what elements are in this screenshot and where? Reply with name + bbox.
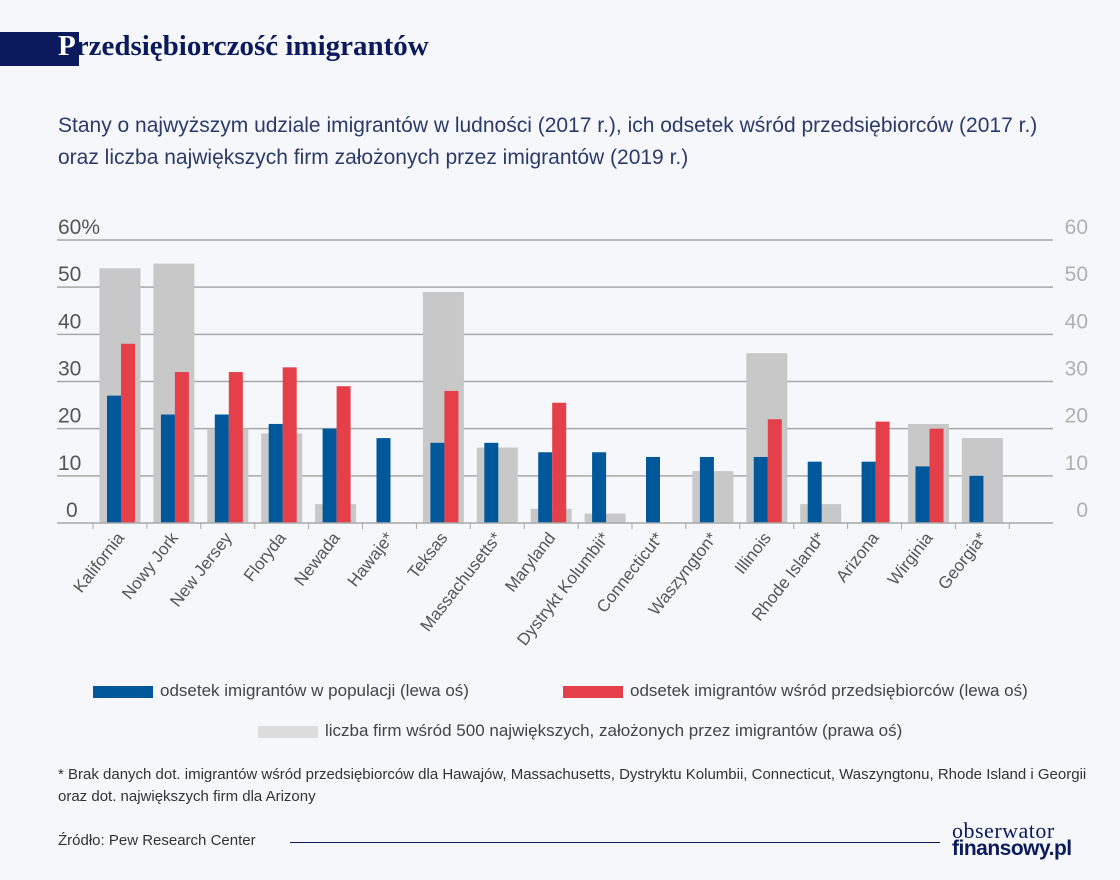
bar-entrepreneurs	[444, 390, 459, 523]
left-axis-tick-label: 60%	[58, 216, 100, 239]
right-axis-tick-label: 10	[1065, 452, 1088, 475]
title-rest: rzedsiębiorczość imigrantów	[75, 30, 429, 62]
title-first-letter: P	[58, 30, 76, 62]
x-axis-category-label: Dystrykt Kolumbii*	[513, 528, 613, 649]
bar-population	[915, 466, 930, 523]
bar-population	[214, 414, 229, 523]
legend-swatch-population	[93, 686, 153, 698]
bar-population	[753, 456, 768, 523]
subtitle: Stany o najwyższym udziale imigrantów w …	[58, 114, 1038, 169]
left-axis-tick-label: 50	[58, 263, 81, 286]
bar-entrepreneurs	[282, 367, 297, 523]
bar-population	[107, 395, 121, 523]
x-axis-category-label: Newada	[290, 528, 344, 589]
divider	[290, 842, 940, 843]
page-title: Przedsiębiorczość imigrantów	[58, 30, 429, 63]
bar-population	[376, 438, 391, 523]
bar-entrepreneurs	[336, 386, 351, 523]
x-axis-category-label: Kalifornia	[70, 528, 129, 596]
legend-label-population: odsetek imigrantów w populacji (lewa oś)	[160, 681, 469, 700]
x-axis-category-label: Illinois	[731, 529, 775, 578]
x-axis-category-label: Georgia*	[934, 528, 991, 593]
bar-entrepreneurs	[121, 343, 135, 523]
bar-population	[484, 442, 499, 523]
legend-swatch-entrepreneurs	[563, 686, 623, 698]
title-accent-block	[0, 32, 79, 66]
x-axis-category-label: Floryda	[240, 528, 290, 585]
logo: obserwator finansowy.pl	[952, 818, 1072, 860]
right-axis-tick-label: 0	[1076, 499, 1088, 522]
x-axis-category-label: Hawaje*	[344, 528, 398, 590]
left-axis-tick-label: 40	[58, 310, 81, 333]
bar-entrepreneurs	[228, 372, 243, 523]
right-axis-tick-label: 50	[1065, 263, 1088, 286]
bar-entrepreneurs	[929, 428, 944, 523]
bar-population	[807, 461, 822, 523]
logo-line2: finansowy.pl	[952, 837, 1072, 860]
bar-population	[861, 461, 876, 523]
bar-entrepreneurs	[767, 419, 782, 523]
right-axis-tick-label: 40	[1065, 310, 1088, 333]
source-note: Źródło: Pew Research Center	[58, 832, 256, 849]
bar-population	[322, 428, 337, 523]
left-axis-tick-label: 30	[58, 358, 81, 381]
footnote: * Brak danych dot. imigrantów wśród prze…	[58, 766, 1087, 805]
bar-population	[160, 414, 175, 523]
bar-entrepreneurs	[552, 402, 567, 523]
left-axis-tick-label: 0	[66, 499, 78, 522]
legend-label-firms: liczba firm wśród 500 największych, zało…	[325, 721, 903, 740]
x-axis-category-label: Arizona	[832, 528, 883, 586]
legend-swatch-firms	[258, 726, 318, 738]
x-axis-category-label: Maryland	[501, 529, 559, 596]
bar-entrepreneurs	[174, 372, 189, 523]
right-axis-tick-label: 20	[1065, 405, 1088, 428]
bar-population	[969, 475, 984, 523]
right-axis-tick-label: 30	[1065, 358, 1088, 381]
bar-population	[430, 442, 445, 523]
left-axis-tick-label: 10	[58, 452, 81, 475]
bar-population	[592, 452, 607, 523]
right-axis-tick-label: 60	[1065, 216, 1088, 239]
bar-population	[538, 452, 553, 523]
legend-label-entrepreneurs: odsetek imigrantów wśród przedsiębiorców…	[630, 681, 1028, 700]
x-axis-category-label: Teksas	[404, 529, 452, 582]
left-axis-tick-label: 20	[58, 405, 81, 428]
bar-entrepreneurs	[875, 421, 890, 523]
bar-population	[268, 423, 283, 523]
bar-population	[699, 456, 714, 523]
x-axis-category-label: Wirginia	[884, 528, 937, 589]
bar-population	[646, 456, 660, 523]
logo-line1: obserwator	[952, 818, 1055, 843]
